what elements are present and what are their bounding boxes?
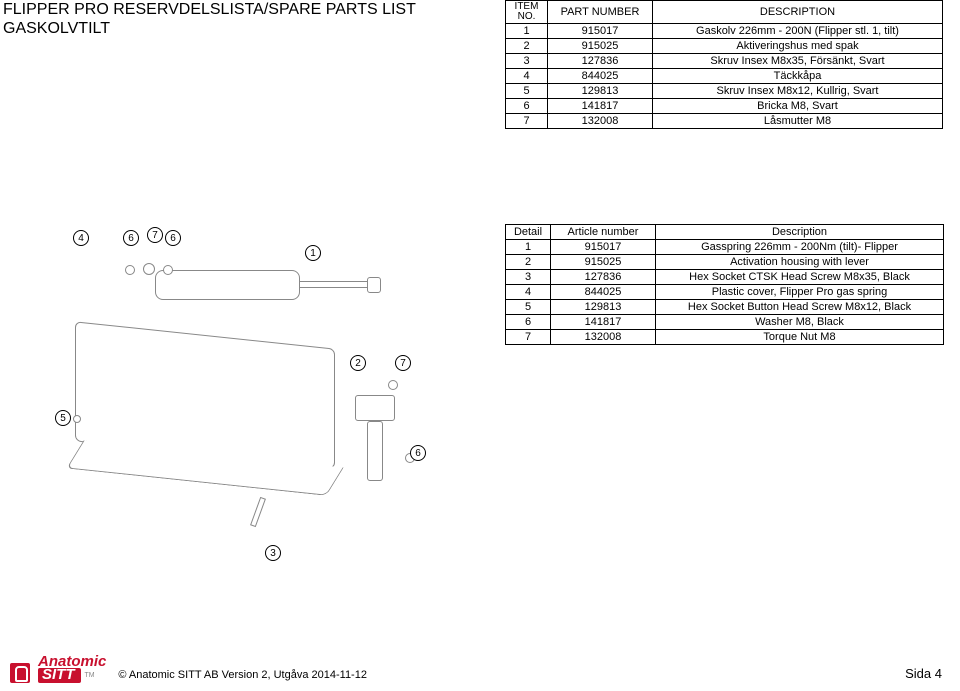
cell-article-number: 132008 [551,330,656,345]
th-description-en: Description [656,225,944,240]
logo-icon [10,663,30,683]
cell-detail: 5 [506,300,551,315]
screw-2 [73,415,81,423]
table-row: 1915017Gasspring 226mm - 200Nm (tilt)- F… [506,240,944,255]
callout-1: 1 [305,245,321,261]
cell-description-en: Activation housing with lever [656,255,944,270]
callout-6: 6 [410,445,426,461]
copyright-text: © Anatomic SITT AB Version 2, Utgåva 201… [118,669,367,683]
cell-detail: 6 [506,315,551,330]
washer-2 [163,265,173,275]
logo-text: Anatomic SITT TM [38,656,106,684]
title-line-1: FLIPPER PRO RESERVDELSLISTA/SPARE PARTS … [3,0,416,19]
cell-description-en: Washer M8, Black [656,315,944,330]
cell-detail: 7 [506,330,551,345]
cell-article-number: 129813 [551,300,656,315]
th-article-number: Article number [551,225,656,240]
cell-part-number: 915017 [548,24,653,39]
callout-2: 2 [350,355,366,371]
th-detail: Detail [506,225,551,240]
page-number: Sida 4 [905,666,942,683]
cell-part-number: 129813 [548,84,653,99]
cell-article-number: 844025 [551,285,656,300]
table-row: 4844025Täckkåpa [506,69,943,84]
table-row: 5129813Skruv Insex M8x12, Kullrig, Svart [506,84,943,99]
table-row: 3127836Skruv Insex M8x35, Försänkt, Svar… [506,54,943,69]
exploded-diagram: 4676127563 [55,215,485,555]
cell-description: Bricka M8, Svart [653,99,943,114]
cell-description: Täckkåpa [653,69,943,84]
table-row: 5129813Hex Socket Button Head Screw M8x1… [506,300,944,315]
logo-bottom: SITT [38,668,81,683]
cell-description: Gaskolv 226mm - 200N (Flipper stl. 1, ti… [653,24,943,39]
cell-part-number: 844025 [548,69,653,84]
cell-detail: 3 [506,270,551,285]
table-row: 2915025Activation housing with lever [506,255,944,270]
table-row: 3127836Hex Socket CTSK Head Screw M8x35,… [506,270,944,285]
cell-item-no: 2 [506,39,548,54]
table-row: 7132008Torque Nut M8 [506,330,944,345]
cell-item-no: 4 [506,69,548,84]
table-row: 6141817Washer M8, Black [506,315,944,330]
screw-1 [250,497,266,527]
cell-part-number: 127836 [548,54,653,69]
cell-item-no: 7 [506,114,548,129]
table-row: 7132008Låsmutter M8 [506,114,943,129]
cell-item-no: 6 [506,99,548,114]
th-item-no: ITEM NO. [506,1,548,24]
rod-end [367,277,381,293]
callout-4: 4 [73,230,89,246]
activation-housing [355,395,395,421]
page-title: FLIPPER PRO RESERVDELSLISTA/SPARE PARTS … [3,0,416,38]
cell-part-number: 132008 [548,114,653,129]
cell-article-number: 127836 [551,270,656,285]
table-row: 6141817Bricka M8, Svart [506,99,943,114]
cell-article-number: 915025 [551,255,656,270]
cell-description-en: Gasspring 226mm - 200Nm (tilt)- Flipper [656,240,944,255]
gas-rod [300,281,370,288]
callout-6: 6 [165,230,181,246]
washer-1 [125,265,135,275]
cell-article-number: 141817 [551,315,656,330]
cell-item-no: 3 [506,54,548,69]
callout-7: 7 [147,227,163,243]
cell-item-no: 5 [506,84,548,99]
cell-description: Skruv Insex M8x35, Försänkt, Svart [653,54,943,69]
gas-cylinder [155,270,300,300]
callout-6: 6 [123,230,139,246]
page-footer: Anatomic SITT TM © Anatomic SITT AB Vers… [0,656,960,684]
table-row: 2915025Aktiveringshus med spak [506,39,943,54]
cell-article-number: 915017 [551,240,656,255]
th-description: DESCRIPTION [653,1,943,24]
table-row: 4844025Plastic cover, Flipper Pro gas sp… [506,285,944,300]
callout-5: 5 [55,410,71,426]
table-row: 1915017Gaskolv 226mm - 200N (Flipper stl… [506,24,943,39]
cell-description-en: Plastic cover, Flipper Pro gas spring [656,285,944,300]
cell-part-number: 141817 [548,99,653,114]
cell-description-en: Torque Nut M8 [656,330,944,345]
cell-part-number: 915025 [548,39,653,54]
callout-3: 3 [265,545,281,561]
logo-tm: TM [85,673,95,679]
cell-detail: 2 [506,255,551,270]
th-part-number: PART NUMBER [548,1,653,24]
parts-table-swedish: ITEM NO. PART NUMBER DESCRIPTION 1915017… [505,0,943,129]
cell-item-no: 1 [506,24,548,39]
cell-detail: 4 [506,285,551,300]
cell-description: Låsmutter M8 [653,114,943,129]
nut-2 [388,380,398,390]
logo-block: Anatomic SITT TM © Anatomic SITT AB Vers… [10,656,367,684]
nut-1 [143,263,155,275]
cell-detail: 1 [506,240,551,255]
cell-description: Skruv Insex M8x12, Kullrig, Svart [653,84,943,99]
parts-table-english: Detail Article number Description 191501… [505,224,944,345]
cell-description: Aktiveringshus med spak [653,39,943,54]
activation-lever [367,421,383,481]
callout-7: 7 [395,355,411,371]
cell-description-en: Hex Socket Button Head Screw M8x12, Blac… [656,300,944,315]
title-line-2: GASKOLVTILT [3,19,416,38]
cell-description-en: Hex Socket CTSK Head Screw M8x35, Black [656,270,944,285]
